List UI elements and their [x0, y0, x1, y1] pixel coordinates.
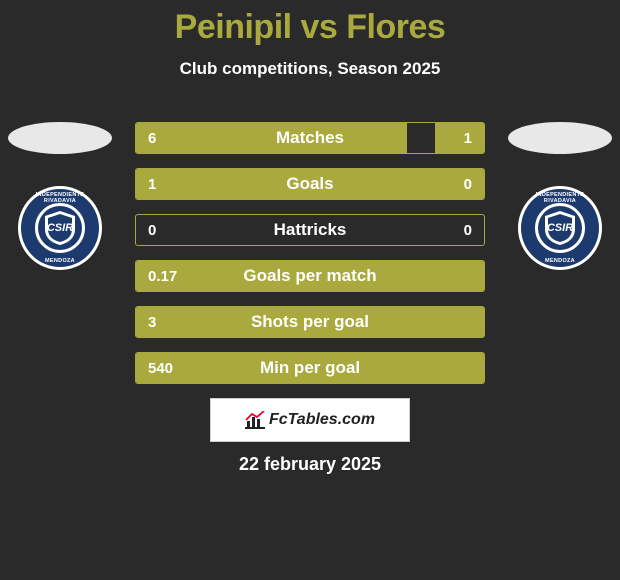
- stat-row: 540Min per goal: [135, 352, 485, 384]
- stat-value-right: 1: [464, 130, 472, 147]
- club-text-top-left: INDEPENDIENTE RIVADAVIA: [21, 192, 99, 204]
- svg-text:CSIR: CSIR: [47, 222, 73, 234]
- svg-text:CSIR: CSIR: [547, 222, 573, 234]
- brand-chart-icon: [245, 411, 265, 429]
- club-shield-left: CSIR: [38, 206, 82, 250]
- brand-text: FcTables.com: [269, 411, 375, 429]
- stat-label: Hattricks: [136, 220, 484, 240]
- page-title: Peinipil vs Flores: [0, 0, 620, 47]
- stat-label: Goals per match: [136, 266, 484, 286]
- stat-value-right: 0: [464, 222, 472, 239]
- club-text-bot-right: MENDOZA: [521, 258, 599, 264]
- stat-row: 0Hattricks0: [135, 214, 485, 246]
- stat-row: 3Shots per goal: [135, 306, 485, 338]
- stat-label: Min per goal: [136, 358, 484, 378]
- stat-row: 6Matches1: [135, 122, 485, 154]
- player-right-column: INDEPENDIENTE RIVADAVIA CSIR MENDOZA: [500, 122, 620, 270]
- stat-label: Matches: [136, 128, 484, 148]
- stats-bars: 6Matches11Goals00Hattricks00.17Goals per…: [135, 122, 485, 398]
- club-text-bot-left: MENDOZA: [21, 258, 99, 264]
- brand-box[interactable]: FcTables.com: [210, 398, 410, 442]
- stat-row: 1Goals0: [135, 168, 485, 200]
- club-badge-left: INDEPENDIENTE RIVADAVIA CSIR MENDOZA: [18, 186, 102, 270]
- player-left-avatar-oval: [8, 122, 112, 154]
- stat-label: Goals: [136, 174, 484, 194]
- player-left-column: INDEPENDIENTE RIVADAVIA CSIR MENDOZA: [0, 122, 120, 270]
- stat-value-right: 0: [464, 176, 472, 193]
- club-text-top-right: INDEPENDIENTE RIVADAVIA: [521, 192, 599, 204]
- stat-label: Shots per goal: [136, 312, 484, 332]
- stat-row: 0.17Goals per match: [135, 260, 485, 292]
- player-right-avatar-oval: [508, 122, 612, 154]
- subtitle: Club competitions, Season 2025: [0, 59, 620, 79]
- club-shield-right: CSIR: [538, 206, 582, 250]
- date-line: 22 february 2025: [0, 454, 620, 475]
- club-badge-right: INDEPENDIENTE RIVADAVIA CSIR MENDOZA: [518, 186, 602, 270]
